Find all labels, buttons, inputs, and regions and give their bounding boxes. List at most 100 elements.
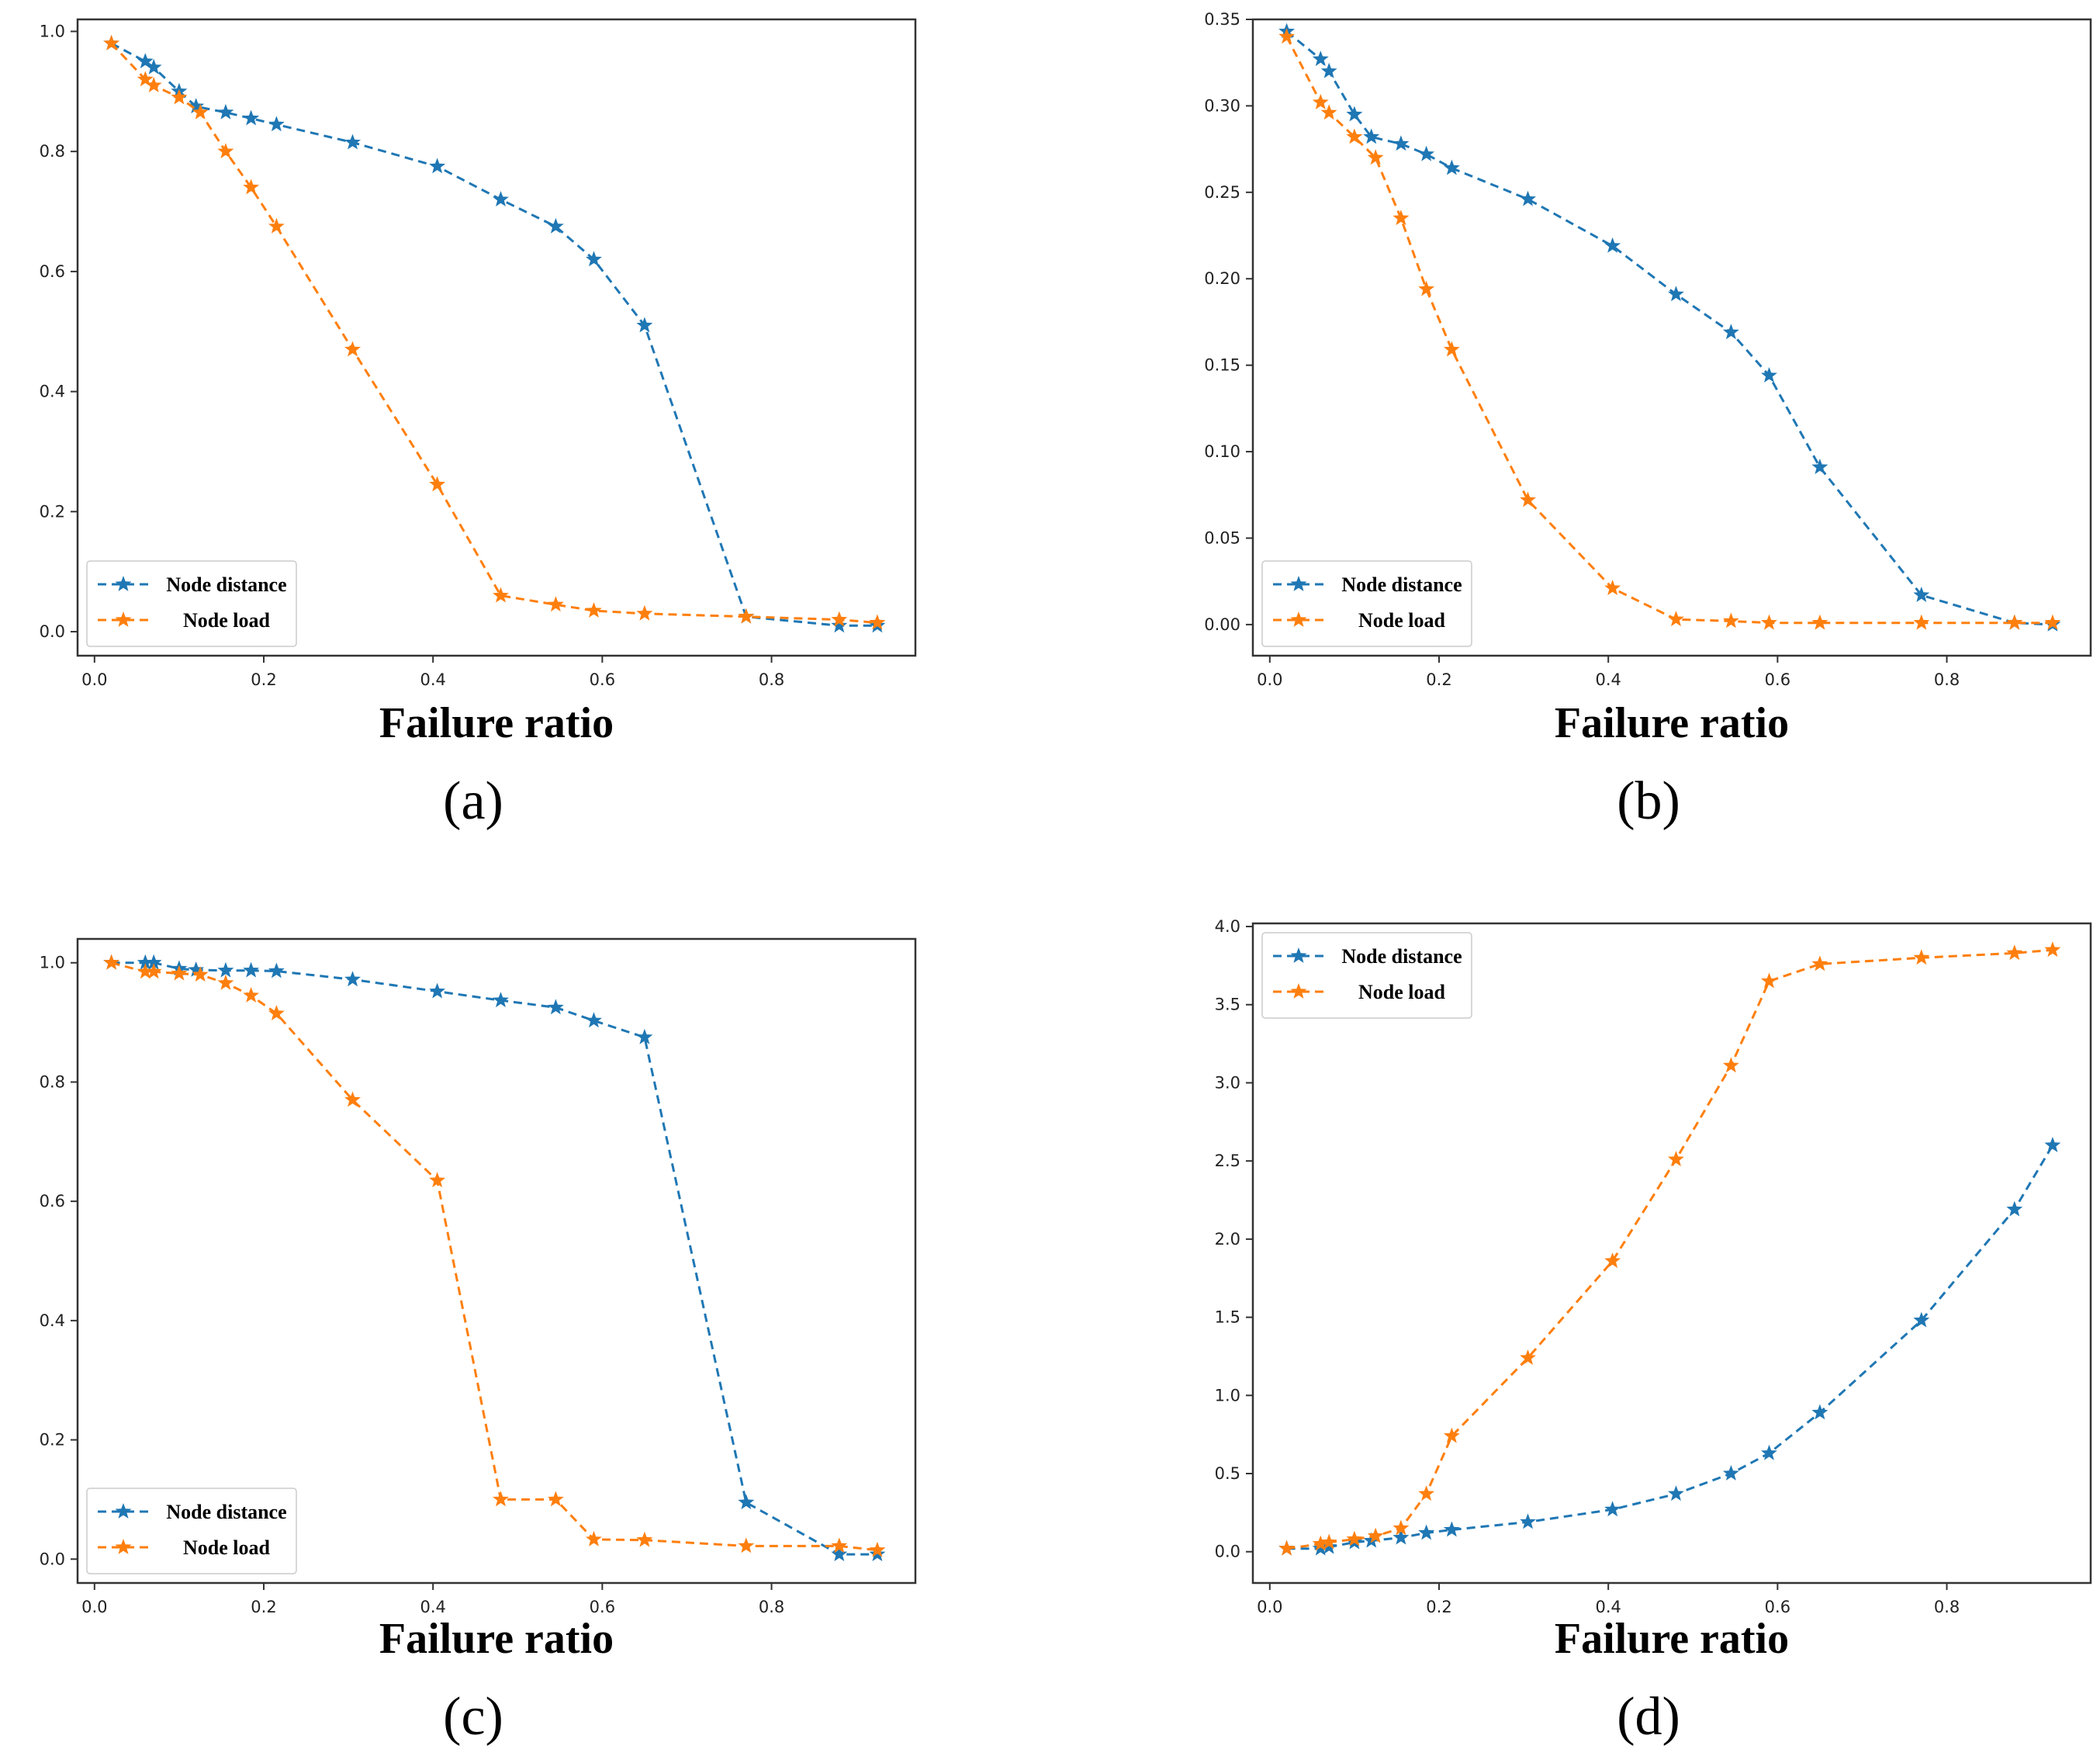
x-tick-label: 0.2 bbox=[251, 670, 276, 689]
y-tick-label: 2.5 bbox=[1215, 1152, 1240, 1170]
data-point-node-distance bbox=[738, 1494, 755, 1510]
x-axis-label: Failure ratio bbox=[379, 699, 614, 747]
data-point-node-distance bbox=[217, 103, 234, 119]
data-point-node-distance bbox=[268, 962, 285, 978]
data-point-node-load bbox=[1761, 972, 1777, 989]
data-point-node-distance bbox=[1520, 1513, 1536, 1529]
x-tick-label: 0.8 bbox=[759, 670, 784, 689]
y-tick-label: 0.6 bbox=[40, 262, 65, 281]
y-tick-label: 0.25 bbox=[1204, 183, 1240, 202]
data-point-node-load bbox=[103, 34, 120, 50]
data-point-node-load bbox=[547, 1491, 564, 1507]
data-point-node-load bbox=[493, 587, 509, 603]
chart-panel-b: 0.0 0.2 0.4 0.6 0.8 0.00 0.05 0.10 0.15 0.20 0.25 0… bbox=[1204, 10, 2092, 831]
data-point-node-load bbox=[217, 143, 234, 159]
data-point-node-load bbox=[1312, 94, 1329, 109]
legend-swatch-marker bbox=[1290, 947, 1307, 963]
data-point-node-load bbox=[1346, 128, 1363, 144]
data-point-node-load bbox=[831, 1537, 848, 1553]
legend: Node distance Node load bbox=[86, 1488, 297, 1574]
data-point-node-distance bbox=[2006, 1200, 2023, 1217]
data-point-node-distance bbox=[1604, 237, 1621, 253]
data-point-node-load bbox=[1722, 1057, 1739, 1073]
plot-frame bbox=[1251, 922, 2092, 1585]
data-point-node-distance bbox=[1913, 1311, 1930, 1328]
legend-swatch-marker bbox=[115, 1503, 132, 1519]
legend-entry: Node distance bbox=[1341, 945, 1462, 968]
data-point-node-load bbox=[2006, 944, 2023, 961]
data-point-node-load bbox=[1278, 1540, 1296, 1556]
data-point-node-load bbox=[636, 604, 653, 621]
data-point-node-load bbox=[831, 611, 848, 627]
data-point-node-distance bbox=[547, 999, 564, 1015]
data-point-node-distance bbox=[1393, 1529, 1410, 1545]
y-tick-label: 3.5 bbox=[1215, 996, 1240, 1014]
data-point-node-load bbox=[2006, 614, 2023, 630]
legend-swatch-marker bbox=[1290, 611, 1307, 627]
data-point-node-load bbox=[1761, 614, 1777, 630]
data-point-node-distance bbox=[137, 53, 154, 69]
data-point-node-load bbox=[586, 1530, 602, 1547]
y-tick-label: 1.5 bbox=[1215, 1308, 1240, 1327]
data-point-node-distance bbox=[636, 1028, 653, 1044]
plot-frame bbox=[76, 18, 917, 657]
data-point-node-load bbox=[1278, 28, 1296, 44]
data-point-node-load bbox=[1367, 149, 1384, 165]
data-point-node-distance bbox=[1722, 324, 1739, 340]
legend-box bbox=[1261, 560, 1472, 647]
data-point-node-load bbox=[145, 963, 162, 979]
data-point-node-load bbox=[1811, 614, 1828, 630]
x-tick-label: 0.0 bbox=[81, 1598, 107, 1616]
x-tick-label: 0.2 bbox=[251, 1598, 276, 1616]
data-point-node-load bbox=[429, 1172, 446, 1188]
legend: Node distance Node load bbox=[1261, 932, 1472, 1019]
data-point-node-distance bbox=[1761, 367, 1777, 383]
x-tick-label: 0.6 bbox=[590, 670, 615, 689]
y-tick-label: 0.30 bbox=[1204, 96, 1240, 115]
data-point-node-distance bbox=[1363, 128, 1380, 144]
data-point-node-load bbox=[1668, 1151, 1684, 1166]
data-point-node-distance bbox=[1811, 459, 1828, 474]
y-tick-label: 0.6 bbox=[40, 1192, 65, 1211]
data-point-node-load bbox=[243, 178, 260, 195]
data-point-node-distance bbox=[344, 133, 361, 150]
data-point-node-load bbox=[1346, 1530, 1363, 1547]
data-point-node-load bbox=[586, 602, 602, 618]
data-point-node-load bbox=[2044, 614, 2061, 630]
data-point-node-load bbox=[1320, 104, 1337, 120]
data-point-node-load bbox=[738, 1537, 755, 1553]
legend-entry: Node load bbox=[183, 1536, 271, 1559]
y-tick-label: 0.2 bbox=[40, 502, 65, 521]
data-point-node-distance bbox=[217, 961, 234, 978]
data-point-node-load bbox=[1418, 1485, 1435, 1501]
x-tick-label: 0.4 bbox=[420, 1598, 445, 1616]
x-tick-label: 0.8 bbox=[1934, 1598, 1960, 1616]
plot-frame bbox=[76, 937, 917, 1585]
legend: Node distance Node load bbox=[1261, 560, 1472, 647]
x-tick-label: 0.6 bbox=[1765, 1598, 1790, 1616]
data-point-node-distance bbox=[188, 961, 205, 977]
y-tick-label: 0.5 bbox=[1215, 1464, 1240, 1483]
data-point-node-load bbox=[1443, 341, 1460, 357]
data-point-node-distance bbox=[831, 1546, 848, 1561]
data-point-node-load bbox=[1811, 955, 1828, 972]
data-point-node-load bbox=[493, 1491, 509, 1507]
x-axis-label: Failure ratio bbox=[1555, 699, 1789, 747]
y-tick-label: 0.05 bbox=[1204, 528, 1240, 547]
y-tick-label: 0.0 bbox=[40, 622, 65, 641]
x-axis-label: Failure ratio bbox=[1555, 1615, 1789, 1663]
data-point-node-distance bbox=[2044, 1137, 2061, 1152]
legend-swatch-marker bbox=[1290, 576, 1307, 591]
panel-label: (a) bbox=[443, 771, 503, 831]
data-point-node-distance bbox=[344, 971, 361, 987]
x-tick-label: 0.4 bbox=[1595, 1598, 1621, 1616]
data-point-node-load bbox=[137, 71, 154, 87]
data-point-node-load bbox=[738, 608, 755, 624]
data-point-node-distance bbox=[188, 98, 205, 114]
data-point-node-load bbox=[1520, 1349, 1536, 1365]
data-point-node-distance bbox=[493, 992, 509, 1008]
data-point-node-distance bbox=[243, 961, 260, 978]
x-tick-label: 0.6 bbox=[1765, 670, 1790, 689]
series-line-node-load bbox=[111, 961, 878, 1552]
